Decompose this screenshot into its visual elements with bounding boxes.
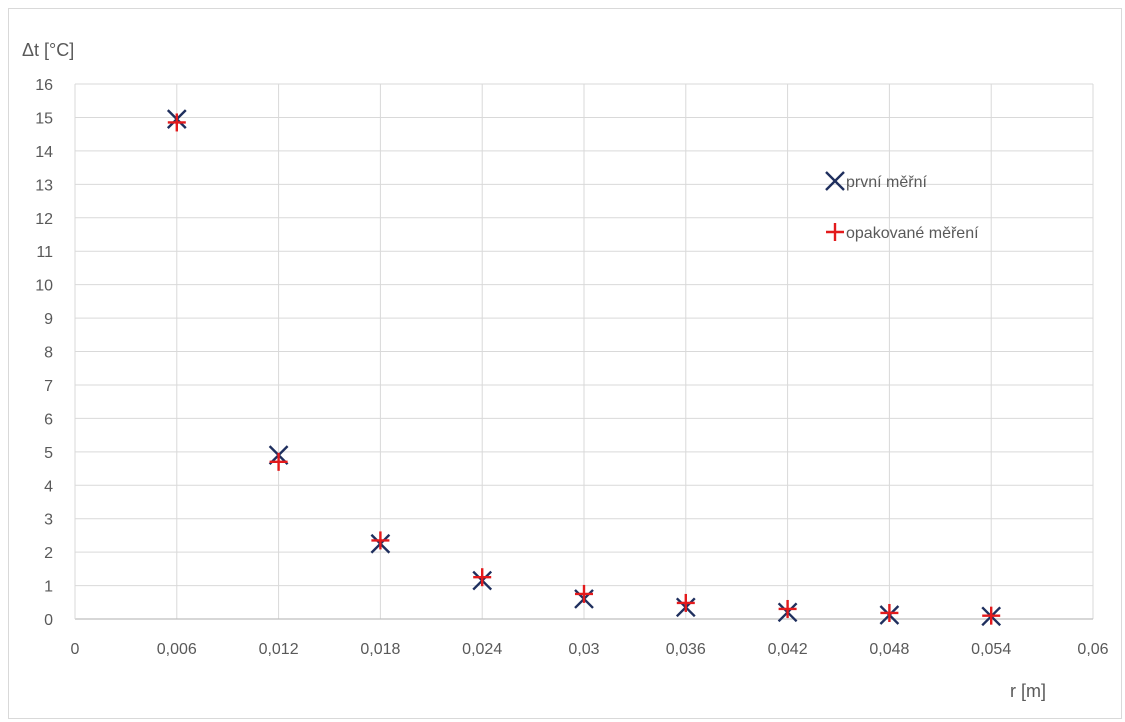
y-tick-label: 7 (44, 378, 53, 395)
data-point-series-2 (473, 568, 492, 587)
y-tick-label: 1 (44, 579, 53, 596)
data-points (166, 109, 1002, 627)
y-axis-label: Δt [°C] (22, 40, 74, 60)
x-tick-label: 0,03 (568, 641, 599, 658)
y-tick-label: 16 (35, 77, 53, 94)
x-tick-label: 0,012 (259, 641, 299, 658)
data-point-series-2 (575, 584, 593, 603)
y-tick-label: 13 (35, 177, 53, 194)
data-point-series-2 (371, 531, 390, 550)
y-tick-label: 14 (35, 144, 53, 161)
x-tick-labels: 0 0,006 0,012 0,018 0,024 0,03 0,036 0,042 0,048… (71, 641, 1109, 658)
y-tick-label: 8 (44, 345, 53, 362)
y-tick-label: 0 (44, 612, 53, 629)
data-point-series-2 (778, 599, 797, 618)
x-tick-label: 0,048 (869, 641, 909, 658)
legend-plus-marker (826, 223, 844, 241)
x-tick-label: 0,018 (360, 641, 400, 658)
y-tick-label: 11 (36, 244, 53, 261)
x-tick-label: 0,06 (1077, 641, 1108, 658)
x-tick-label: 0,006 (157, 641, 197, 658)
legend-marker-plus-icon (826, 223, 844, 241)
axes (74, 84, 1093, 620)
y-tick-label: 4 (44, 478, 53, 495)
data-point-series-2 (167, 113, 186, 132)
y-tick-label: 10 (35, 278, 53, 295)
y-tick-label: 3 (44, 512, 53, 529)
legend-marker-x-icon (825, 171, 845, 191)
legend-x-marker (825, 171, 845, 191)
data-point-series-2 (880, 603, 899, 622)
data-point-series-2 (676, 593, 695, 612)
data-point-series-2 (269, 452, 288, 471)
grid (75, 83, 1094, 619)
x-tick-label: 0 (71, 641, 80, 658)
y-tick-label: 2 (44, 545, 53, 562)
y-tick-label: 12 (35, 211, 53, 228)
legend-label-series-1: první měřní (846, 174, 927, 191)
legend: první měřní opakované měření (825, 171, 979, 242)
chart-frame (8, 8, 1122, 719)
y-tick-label: 15 (35, 110, 53, 127)
x-tick-label: 0,042 (768, 641, 808, 658)
x-tick-label: 0,036 (666, 641, 706, 658)
x-tick-label: 0,054 (971, 641, 1011, 658)
x-tick-label: 0,024 (462, 641, 502, 658)
x-axis-label: r [m] (1010, 681, 1046, 701)
y-tick-label: 5 (44, 445, 53, 462)
y-tick-label: 9 (44, 311, 53, 328)
data-point-series-2 (982, 606, 1001, 625)
y-tick-label: 6 (44, 411, 53, 428)
legend-label-series-2: opakované měření (846, 225, 979, 242)
